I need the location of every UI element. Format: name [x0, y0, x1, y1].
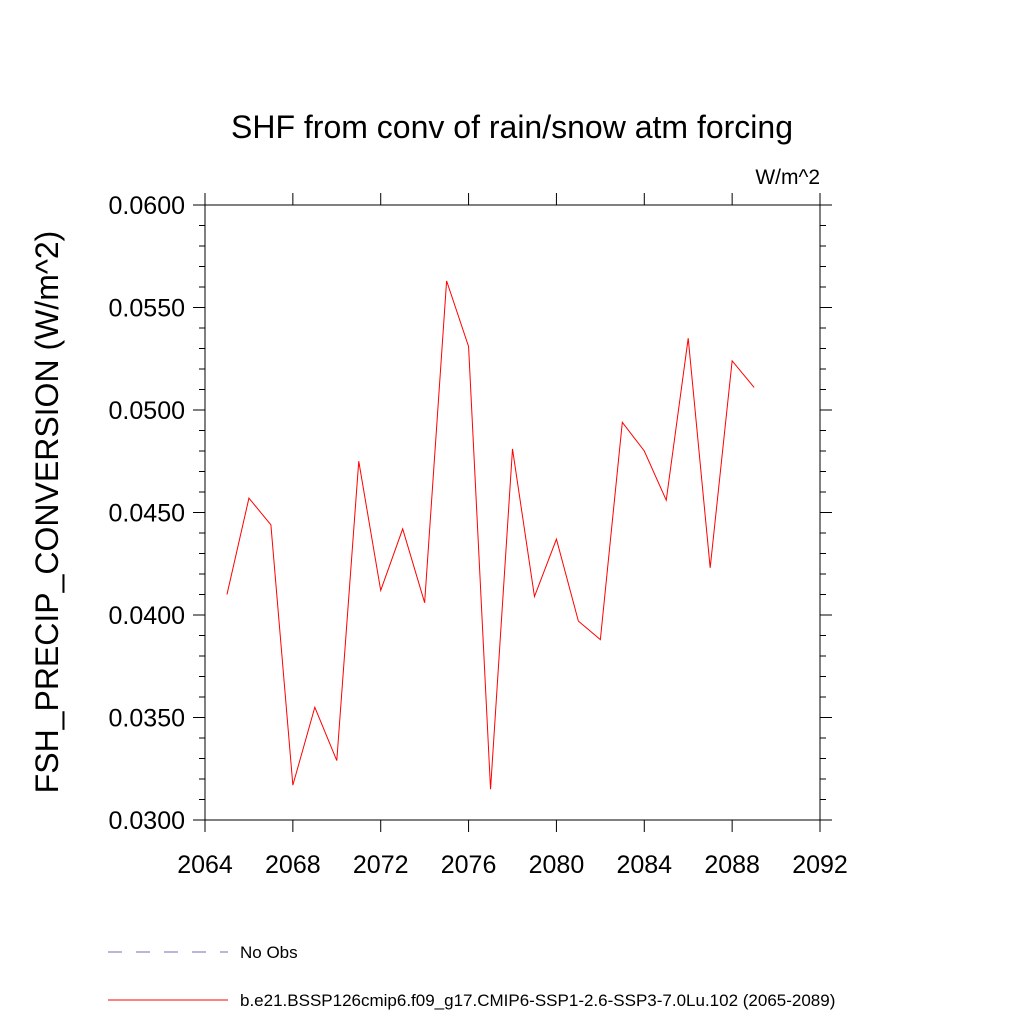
y-tick-label: 0.0300 — [109, 807, 185, 835]
x-tick-label: 2092 — [792, 851, 848, 879]
legend-label: b.e21.BSSP126cmip6.f09_g17.CMIP6-SSP1-2.… — [240, 991, 835, 1010]
x-tick-label: 2064 — [177, 851, 233, 879]
y-axis-label: FSH_PRECIP_CONVERSION (W/m^2) — [29, 231, 65, 794]
axis-ticks: 2064 2068 2072 2076 2080 2084 2088 2092 0.0300 0.… — [109, 192, 848, 879]
x-tick-label: 2088 — [704, 851, 760, 879]
y-tick-label: 0.0450 — [109, 500, 185, 528]
x-tick-label: 2072 — [353, 851, 409, 879]
plot-frame — [204, 204, 821, 821]
units-label: W/m^2 — [755, 166, 820, 189]
y-tick-label: 0.0600 — [109, 192, 185, 220]
x-tick-label: 2080 — [529, 851, 585, 879]
chart-title: SHF from conv of rain/snow atm forcing — [231, 109, 793, 145]
series-line — [226, 280, 755, 790]
y-tick-label: 0.0400 — [109, 602, 185, 630]
legend-label: No Obs — [240, 943, 298, 962]
y-tick-label: 0.0350 — [109, 705, 185, 733]
legend: No Obs b.e21.BSSP126cmip6.f09_g17.CMIP6-S… — [108, 943, 835, 1010]
series-layer — [226, 280, 755, 790]
y-tick-label: 0.0500 — [109, 397, 185, 425]
x-tick-label: 2084 — [616, 851, 672, 879]
x-tick-label: 2068 — [265, 851, 321, 879]
y-tick-label: 0.0550 — [109, 295, 185, 323]
x-tick-label: 2076 — [441, 851, 497, 879]
